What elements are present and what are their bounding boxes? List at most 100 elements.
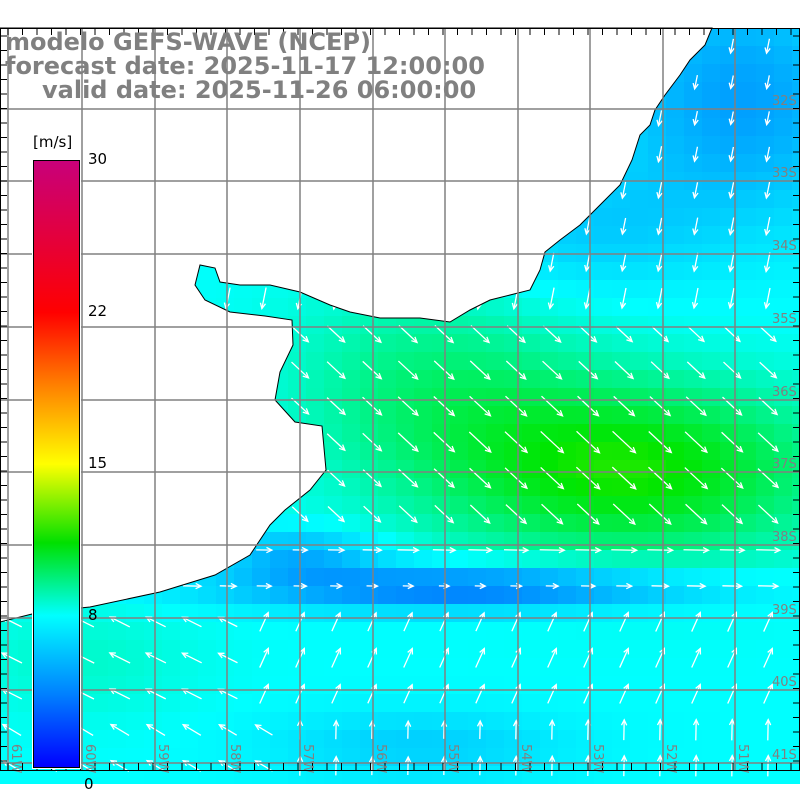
wind-arrow	[728, 182, 735, 200]
speed-cell	[666, 388, 684, 406]
land-mask	[0, 27, 713, 623]
speed-cell	[738, 478, 756, 496]
wind-arrow	[541, 503, 564, 525]
wind-arrow	[764, 75, 771, 91]
speed-cell	[306, 406, 324, 424]
longitude-label: 55W	[445, 744, 460, 774]
speed-cell	[720, 82, 738, 100]
speed-cell	[540, 478, 558, 496]
speed-cell	[756, 154, 774, 172]
wind-arrow	[614, 361, 635, 380]
speed-cell	[144, 730, 162, 748]
speed-cell	[324, 568, 342, 586]
wind-arrow	[721, 431, 744, 453]
speed-cell	[270, 298, 288, 316]
speed-cell	[792, 730, 800, 748]
speed-cell	[450, 334, 468, 352]
speed-cell	[414, 730, 432, 748]
speed-cell	[234, 712, 252, 730]
speed-cell	[738, 532, 756, 550]
speed-cell	[468, 424, 486, 442]
longitude-label: 51W	[735, 744, 750, 774]
speed-cell	[630, 532, 648, 550]
speed-cell	[540, 316, 558, 334]
speed-cell	[162, 730, 180, 748]
speed-cell	[468, 658, 486, 676]
speed-cell	[630, 622, 648, 640]
speed-cell	[414, 568, 432, 586]
speed-cell	[90, 712, 108, 730]
speed-cell	[630, 208, 648, 226]
speed-cell	[378, 460, 396, 478]
speed-cell	[540, 568, 558, 586]
speed-cell	[612, 514, 630, 532]
speed-cell	[756, 298, 774, 316]
wind-arrow	[331, 647, 342, 668]
speed-cell	[540, 712, 558, 730]
speed-cell	[702, 550, 720, 568]
speed-cell	[666, 712, 684, 730]
speed-cell	[594, 298, 612, 316]
speed-cell	[738, 712, 756, 730]
speed-cell	[468, 496, 486, 514]
speed-cell	[90, 730, 108, 748]
speed-cell	[468, 730, 486, 748]
wind-arrow	[651, 326, 670, 343]
speed-cell	[702, 568, 720, 586]
speed-cell	[792, 532, 800, 550]
speed-cell	[306, 676, 324, 694]
speed-cell	[684, 388, 702, 406]
speed-cell	[756, 352, 774, 370]
speed-cell	[630, 496, 648, 514]
wind-arrow	[326, 361, 346, 380]
speed-cell	[774, 406, 792, 424]
wind-arrow	[545, 582, 560, 590]
speed-cell	[486, 550, 504, 568]
speed-cell	[414, 532, 432, 550]
speed-cell	[612, 532, 630, 550]
speed-cell	[684, 622, 702, 640]
speed-cell	[288, 586, 306, 604]
speed-cell	[792, 406, 800, 424]
wind-arrow	[612, 430, 637, 454]
speed-cell	[594, 280, 612, 298]
wind-arrow	[619, 647, 630, 668]
speed-cell	[738, 424, 756, 442]
wind-arrow	[331, 683, 342, 704]
speed-cell	[666, 352, 684, 370]
speed-cell	[684, 316, 702, 334]
speed-cell	[270, 568, 288, 586]
wind-arrow	[692, 252, 699, 273]
speed-cell	[522, 586, 540, 604]
speed-cell	[450, 514, 468, 532]
wind-arrow	[691, 287, 699, 310]
wind-arrow	[475, 647, 486, 668]
wind-arrow	[468, 431, 492, 454]
speed-cell	[630, 298, 648, 316]
speed-cell	[306, 298, 324, 316]
speed-cell	[630, 388, 648, 406]
speed-cell	[594, 370, 612, 388]
wind-arrow	[181, 723, 202, 736]
speed-cell	[288, 658, 306, 676]
speed-cell	[396, 424, 414, 442]
speed-cell	[288, 748, 306, 766]
speed-cell	[702, 658, 720, 676]
speed-cell	[306, 316, 324, 334]
wind-arrow	[650, 361, 670, 380]
wind-arrow	[108, 652, 131, 664]
speed-cell	[720, 496, 738, 514]
speed-cell	[594, 748, 612, 766]
wind-arrow	[723, 361, 742, 379]
speed-cell	[594, 694, 612, 712]
speed-cell	[216, 586, 234, 604]
speed-cell	[234, 604, 252, 622]
speed-cell	[738, 460, 756, 478]
wind-arrow	[259, 683, 270, 704]
wind-arrow	[616, 582, 634, 590]
speed-cell	[702, 712, 720, 730]
speed-cell	[198, 748, 216, 766]
wind-arrow	[476, 719, 484, 740]
speed-cell	[612, 388, 630, 406]
speed-cell	[198, 712, 216, 730]
